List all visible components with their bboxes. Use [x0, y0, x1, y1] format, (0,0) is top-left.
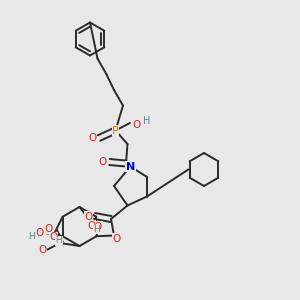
Text: O: O	[84, 212, 93, 222]
Text: O: O	[38, 245, 47, 255]
Text: O: O	[35, 228, 44, 238]
Text: O: O	[94, 221, 102, 232]
Text: O: O	[44, 224, 53, 234]
Text: O: O	[88, 133, 97, 143]
Text: O: O	[99, 157, 107, 167]
Text: H: H	[142, 116, 150, 127]
Text: O: O	[132, 119, 141, 130]
Text: O: O	[87, 221, 96, 231]
Text: O: O	[112, 233, 121, 244]
Text: P: P	[112, 125, 119, 136]
Text: O: O	[50, 232, 58, 242]
Text: H: H	[93, 225, 100, 234]
Text: H: H	[39, 246, 45, 255]
Text: H: H	[55, 236, 62, 245]
Text: N: N	[126, 161, 135, 172]
Text: H: H	[28, 232, 35, 241]
